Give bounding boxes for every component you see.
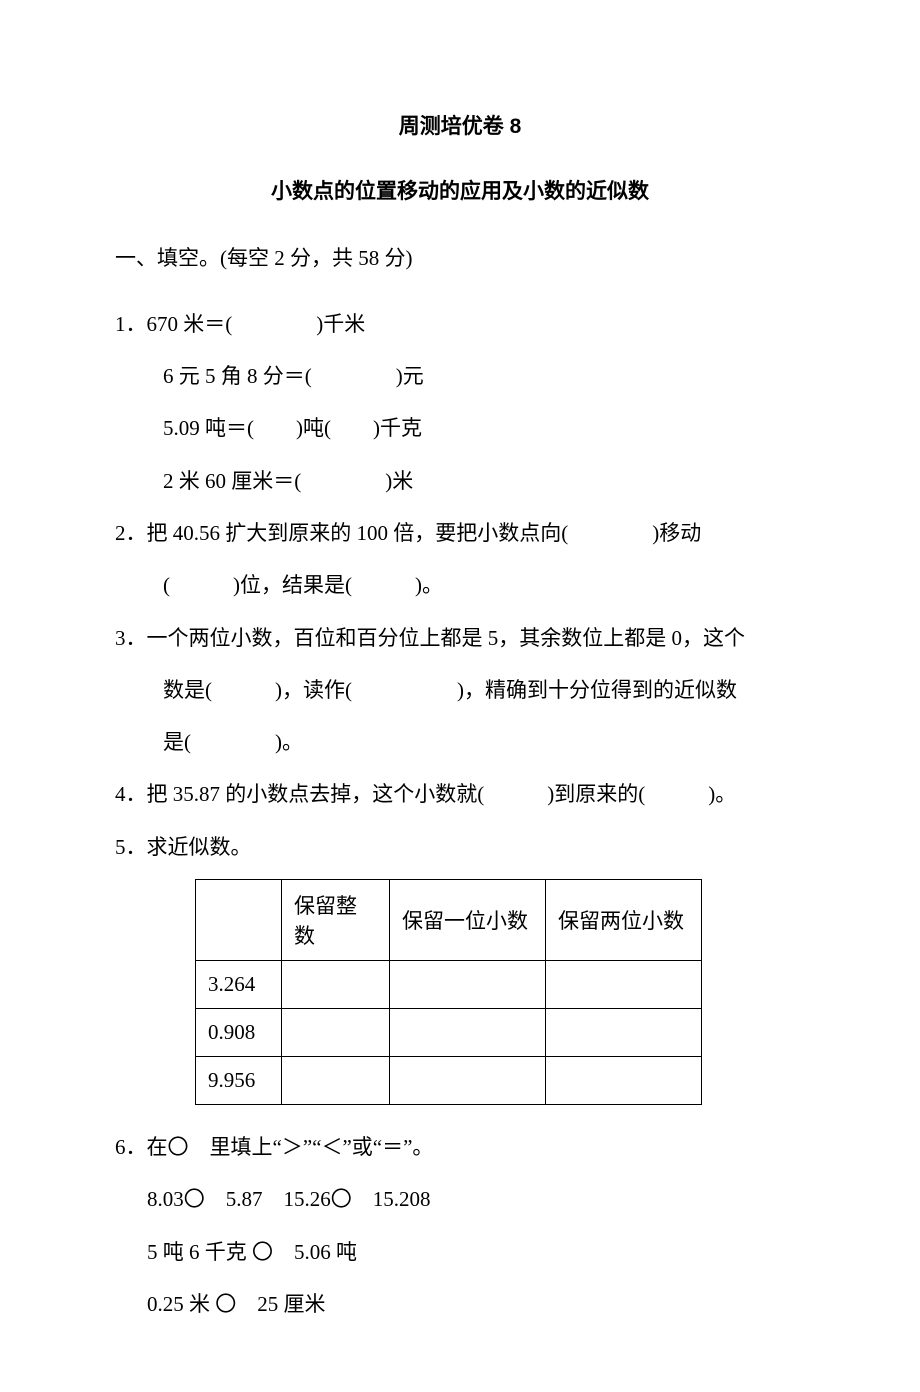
q5-table: 保留整数 保留一位小数 保留两位小数 3.264 0.908 9.956	[195, 879, 702, 1105]
table-cell	[390, 1009, 546, 1057]
table-header-row: 保留整数 保留一位小数 保留两位小数	[196, 880, 702, 961]
table-cell: 0.908	[196, 1009, 282, 1057]
table-cell	[546, 961, 702, 1009]
table-row: 0.908	[196, 1009, 702, 1057]
table-header-2: 保留一位小数	[390, 880, 546, 961]
q6-line3: 0.25 米 〇 25 厘米	[115, 1280, 805, 1328]
page-subtitle: 小数点的位置移动的应用及小数的近似数	[115, 175, 805, 205]
q5-label: 5．求近似数。	[115, 823, 805, 871]
q6-line1: 8.03〇 5.87 15.26〇 15.208	[115, 1175, 805, 1223]
q3-line3: 是( )。	[115, 718, 805, 766]
q1-line1: 1．670 米＝( )千米	[115, 300, 805, 348]
q6-line2: 5 吨 6 千克 〇 5.06 吨	[115, 1228, 805, 1276]
table-cell	[390, 961, 546, 1009]
q6-label: 6．在〇 里填上“＞”“＜”或“＝”。	[115, 1123, 805, 1171]
table-cell: 3.264	[196, 961, 282, 1009]
q3-line1: 3．一个两位小数，百位和百分位上都是 5，其余数位上都是 0，这个	[115, 614, 805, 662]
table-header-0	[196, 880, 282, 961]
table-header-3: 保留两位小数	[546, 880, 702, 961]
table-row: 9.956	[196, 1057, 702, 1105]
table-cell	[282, 961, 390, 1009]
q4: 4．把 35.87 的小数点去掉，这个小数就( )到原来的( )。	[115, 770, 805, 818]
table-cell	[546, 1009, 702, 1057]
q3-line2: 数是( )，读作( )，精确到十分位得到的近似数	[115, 666, 805, 714]
q1-line4: 2 米 60 厘米＝( )米	[115, 457, 805, 505]
table-cell	[282, 1057, 390, 1105]
table-cell	[282, 1009, 390, 1057]
table-cell: 9.956	[196, 1057, 282, 1105]
q2-line1: 2．把 40.56 扩大到原来的 100 倍，要把小数点向( )移动	[115, 509, 805, 557]
q1-line2: 6 元 5 角 8 分＝( )元	[115, 352, 805, 400]
q2-line2: ( )位，结果是( )。	[115, 561, 805, 609]
q1-line3: 5.09 吨＝( )吨( )千克	[115, 404, 805, 452]
page-title: 周测培优卷 8	[115, 110, 805, 140]
table-header-1: 保留整数	[282, 880, 390, 961]
table-cell	[546, 1057, 702, 1105]
table-row: 3.264	[196, 961, 702, 1009]
section-header: 一、填空。(每空 2 分，共 58 分)	[115, 240, 805, 278]
table-cell	[390, 1057, 546, 1105]
